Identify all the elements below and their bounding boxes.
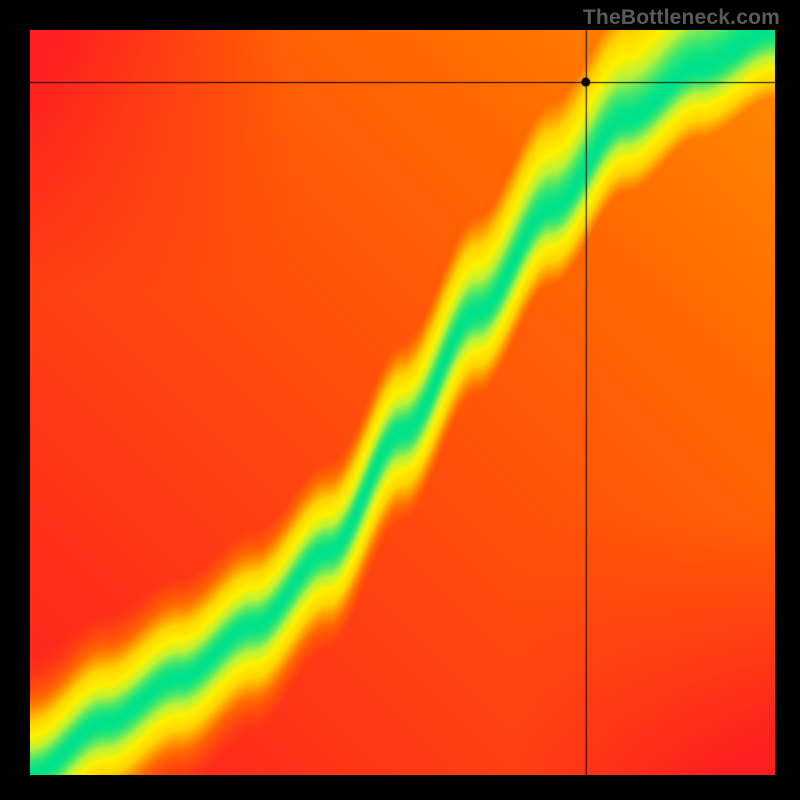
watermark-text: TheBottleneck.com	[583, 6, 780, 30]
crosshair-overlay	[30, 30, 775, 775]
chart-container: TheBottleneck.com	[0, 0, 800, 800]
